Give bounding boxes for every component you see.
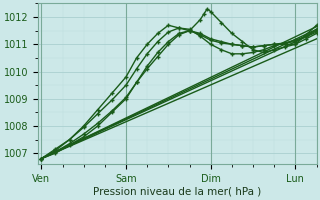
X-axis label: Pression niveau de la mer( hPa ): Pression niveau de la mer( hPa ) <box>93 187 261 197</box>
